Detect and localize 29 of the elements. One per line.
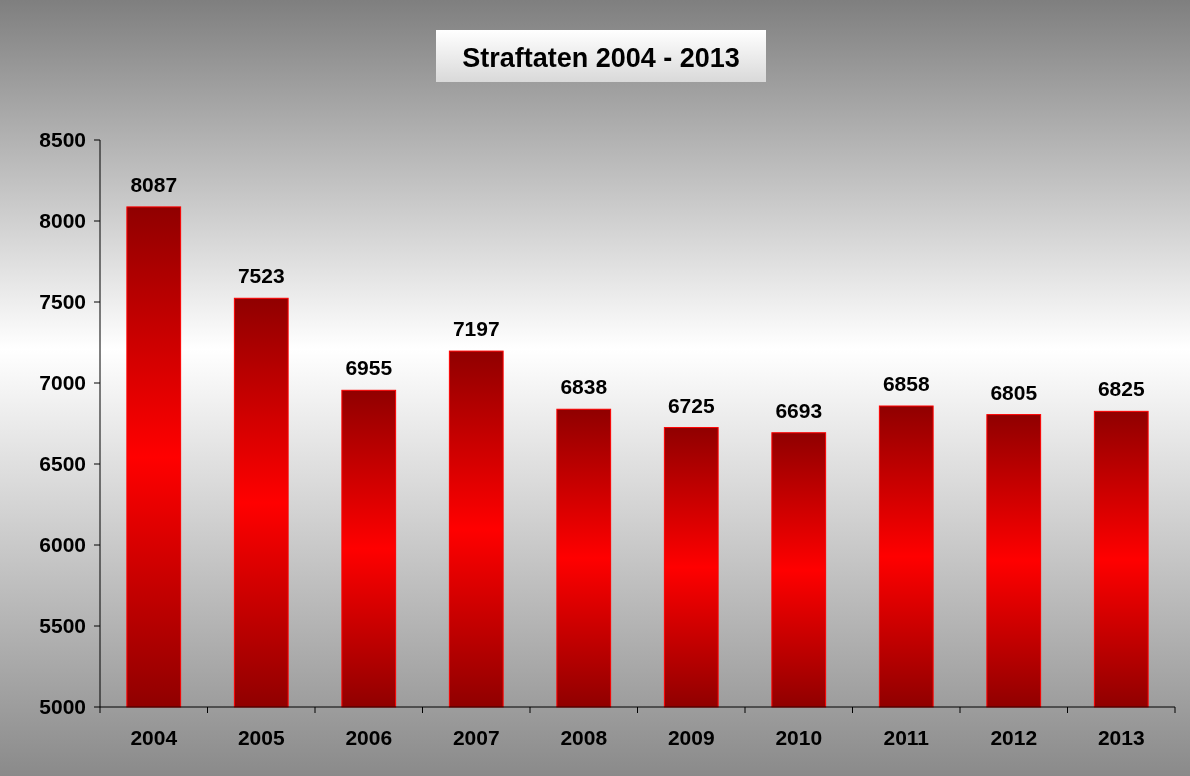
x-tick-label: 2010 bbox=[775, 726, 823, 749]
chart-title: Straftaten 2004 - 2013 bbox=[462, 43, 740, 73]
x-tick-label: 2011 bbox=[883, 726, 930, 749]
data-label: 6825 bbox=[1097, 377, 1145, 401]
x-tick-label: 2013 bbox=[1097, 726, 1145, 749]
y-tick-label: 5500 bbox=[39, 614, 86, 638]
x-tick-label: 2005 bbox=[237, 726, 285, 749]
data-label: 6725 bbox=[667, 393, 715, 417]
data-label: 6693 bbox=[775, 398, 823, 422]
y-tick-label: 8500 bbox=[39, 128, 86, 152]
x-tick-label: 2004 bbox=[130, 726, 178, 749]
data-label: 6838 bbox=[560, 375, 608, 399]
x-tick-label: 2009 bbox=[667, 726, 715, 749]
y-tick-label: 6000 bbox=[39, 533, 86, 557]
y-tick-label: 8000 bbox=[39, 209, 86, 233]
y-tick-label: 7500 bbox=[39, 290, 86, 314]
x-tick-label: 2006 bbox=[345, 726, 393, 749]
x-tick-label: 2012 bbox=[990, 726, 1038, 749]
data-label: 8087 bbox=[130, 172, 178, 196]
data-label: 7197 bbox=[452, 317, 500, 341]
data-label: 6805 bbox=[990, 380, 1038, 404]
y-tick-label: 7000 bbox=[39, 371, 86, 395]
data-label: 6858 bbox=[882, 372, 930, 395]
data-label: 7523 bbox=[237, 264, 285, 288]
y-tick-label: 6500 bbox=[39, 452, 86, 476]
y-tick-label: 5000 bbox=[39, 695, 86, 719]
x-tick-label: 2008 bbox=[560, 726, 608, 749]
x-tick-label: 2007 bbox=[452, 726, 500, 749]
data-label: 6955 bbox=[345, 356, 393, 380]
